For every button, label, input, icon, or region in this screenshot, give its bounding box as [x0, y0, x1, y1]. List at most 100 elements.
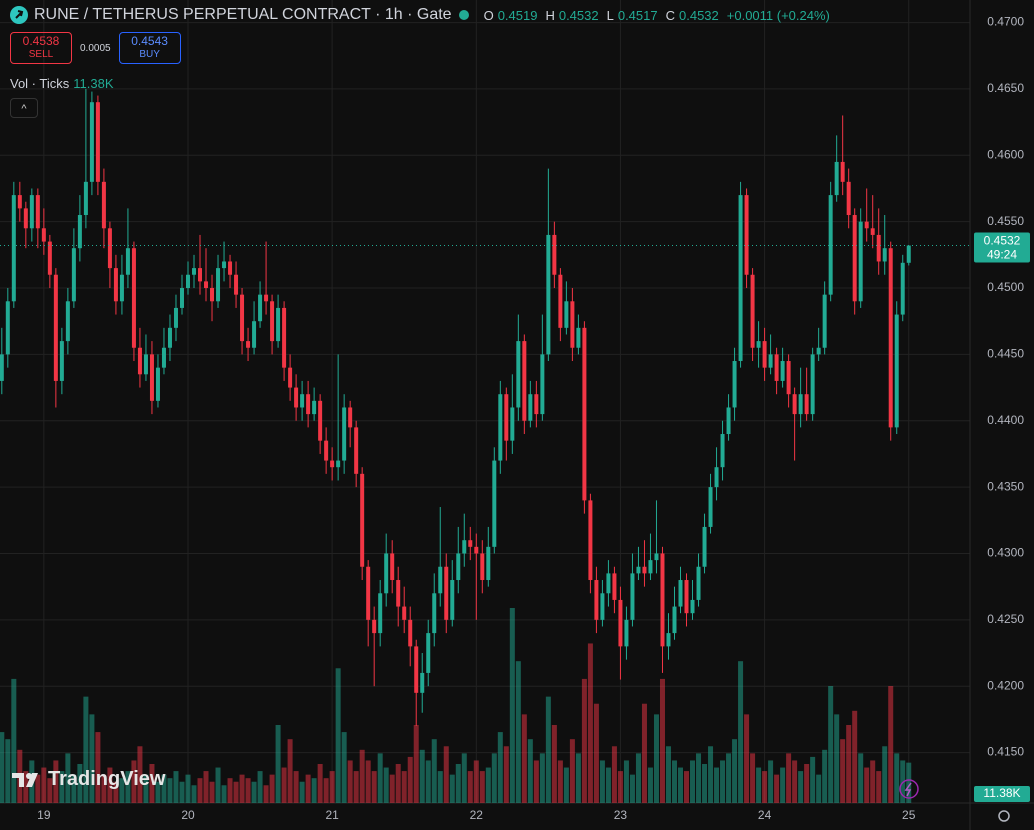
volume-bar	[671, 760, 677, 803]
candle-body	[528, 394, 533, 421]
candle-body	[774, 354, 779, 381]
candle-body	[612, 573, 617, 600]
volume-bar	[359, 749, 365, 803]
volume-bar	[798, 771, 804, 803]
volume-bar	[864, 767, 870, 803]
volume-bar	[257, 771, 263, 803]
candle-body	[690, 599, 695, 614]
volume-bar	[83, 696, 89, 803]
volume-bar	[563, 767, 569, 803]
volume-bar	[335, 668, 341, 803]
volume-legend: Vol · Ticks 11.38K	[10, 76, 114, 91]
candle-body	[456, 553, 461, 581]
candle-body	[552, 234, 557, 275]
candle-body	[149, 354, 154, 401]
volume-bar	[750, 753, 756, 803]
volume-bar	[113, 781, 119, 803]
volume-bar	[810, 756, 816, 803]
volume-bar	[221, 785, 227, 803]
volume-bar	[77, 764, 83, 803]
volume-bar	[263, 785, 269, 803]
volume-bar	[11, 678, 17, 803]
candle-body	[198, 268, 203, 282]
candle-body	[35, 195, 40, 229]
volume-bar	[167, 778, 173, 803]
trade-panel: 0.4538 SELL 0.0005 0.4543 BUY	[10, 32, 181, 64]
volume-bar	[678, 767, 684, 803]
volume-bar	[449, 774, 455, 803]
y-tick-label: 0.4500	[987, 280, 1024, 294]
volume-bar	[569, 739, 575, 803]
candle-body	[726, 407, 731, 435]
volume-bar	[209, 781, 215, 803]
candle-body	[5, 301, 10, 355]
candle-body	[402, 606, 407, 620]
y-tick-label: 0.4150	[987, 745, 1024, 759]
candle-body	[738, 195, 743, 362]
volume-bar	[0, 732, 5, 803]
volume-bar	[371, 771, 377, 803]
candle-body	[101, 181, 106, 229]
candle-body	[882, 248, 887, 262]
countdown-label: 49:24	[987, 248, 1017, 262]
o-value: 0.4519	[497, 7, 538, 23]
volume-bar	[179, 781, 185, 803]
volume-bar	[587, 643, 593, 803]
candle-body	[167, 327, 172, 348]
candle-body	[786, 361, 791, 395]
candle-body	[702, 526, 707, 567]
volume-bar	[269, 774, 275, 803]
volume-bar	[720, 760, 726, 803]
candle-body	[546, 234, 551, 355]
volume-value: 11.38K	[73, 76, 114, 91]
candle-body	[161, 347, 166, 368]
candle-body	[119, 274, 124, 302]
candle-body	[113, 268, 118, 302]
volume-bar	[581, 678, 587, 803]
candle-body	[360, 473, 365, 567]
candle-body	[480, 553, 485, 581]
volume-bar	[323, 778, 329, 803]
volume-bar	[287, 739, 293, 803]
collapse-button[interactable]: ^	[10, 98, 38, 118]
candle-body	[588, 500, 593, 581]
volume-bar	[870, 760, 876, 803]
candle-body	[294, 387, 299, 408]
volume-bar	[35, 774, 41, 803]
volume-bar	[774, 774, 780, 803]
candle-body	[0, 354, 4, 381]
watermark-logo	[12, 772, 38, 787]
candle-body	[77, 215, 82, 249]
volume-bar	[653, 714, 659, 803]
candle-body	[354, 427, 359, 474]
volume-bar	[161, 774, 167, 803]
candle-body	[264, 294, 269, 302]
volume-bar	[623, 760, 629, 803]
buy-button[interactable]: 0.4543 BUY	[118, 32, 181, 64]
sell-button[interactable]: 0.4538 SELL	[10, 32, 72, 64]
volume-bar	[894, 753, 900, 803]
volume-bar	[521, 714, 527, 803]
volume-bar	[329, 771, 335, 803]
volume-bar	[726, 753, 732, 803]
candle-body	[654, 553, 659, 561]
volume-bar	[59, 771, 65, 803]
volume-bar	[461, 753, 467, 803]
candle-body	[888, 248, 893, 428]
volume-bar	[437, 771, 443, 803]
candle-body	[65, 301, 70, 342]
volume-bar	[281, 767, 287, 803]
o-key: O	[483, 7, 494, 23]
watermark-text: TradingView	[48, 768, 166, 790]
volume-bar	[425, 760, 431, 803]
volume-bar	[353, 771, 359, 803]
candle-body	[53, 274, 58, 381]
volume-bar	[852, 710, 858, 803]
candle-body	[414, 646, 419, 693]
candle-body	[468, 540, 473, 547]
candle-body	[47, 241, 52, 275]
volume-bar	[215, 767, 221, 803]
candle-body	[324, 440, 329, 461]
volume-bar	[413, 725, 419, 803]
candle-body	[630, 573, 635, 620]
